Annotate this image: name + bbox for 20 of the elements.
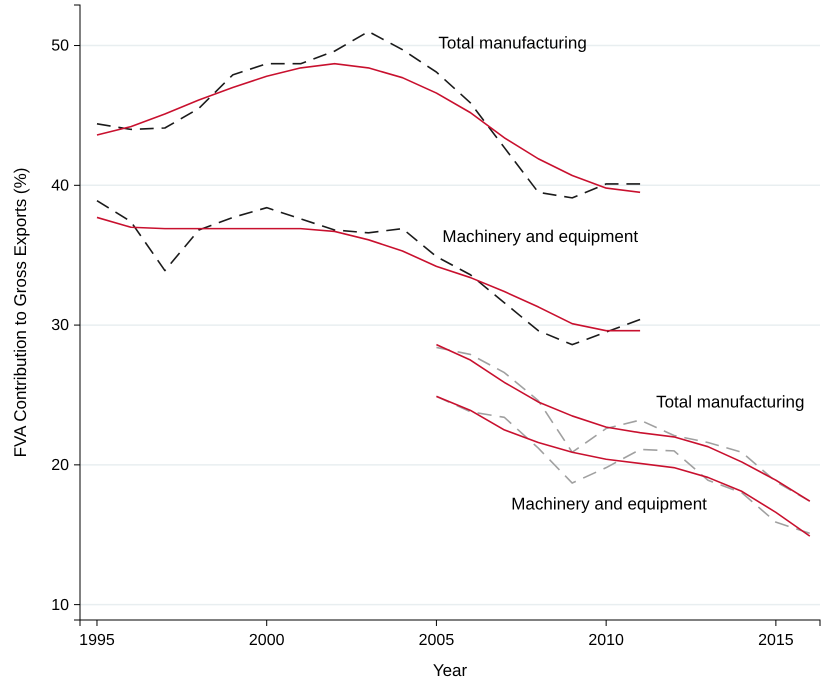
- y-tick-label: 50: [51, 38, 70, 55]
- y-tick-label: 40: [51, 177, 70, 194]
- x-tick-label: 2000: [248, 632, 285, 649]
- series-label: Total manufacturing: [656, 392, 804, 412]
- x-axis-title: Year: [432, 661, 468, 680]
- y-tick-label: 20: [51, 456, 70, 474]
- series-label: Machinery and equipment: [511, 494, 708, 514]
- line-series: [96, 30, 641, 199]
- series-label: Machinery and equipment: [442, 227, 638, 246]
- x-tick-label: 2005: [418, 632, 454, 649]
- line-series: [96, 216, 641, 332]
- x-tick-label: 2010: [588, 632, 624, 649]
- y-tick-label: 10: [51, 596, 70, 614]
- line-series: [96, 200, 641, 346]
- y-tick-label: 30: [51, 317, 70, 334]
- x-tick-label: 2015: [758, 632, 794, 649]
- x-tick-label: 1995: [79, 632, 115, 649]
- series-label: Total manufacturing: [438, 34, 587, 53]
- line-series: [96, 62, 641, 194]
- y-axis-title: FVA Contribution to Gross Exports (%): [11, 168, 30, 458]
